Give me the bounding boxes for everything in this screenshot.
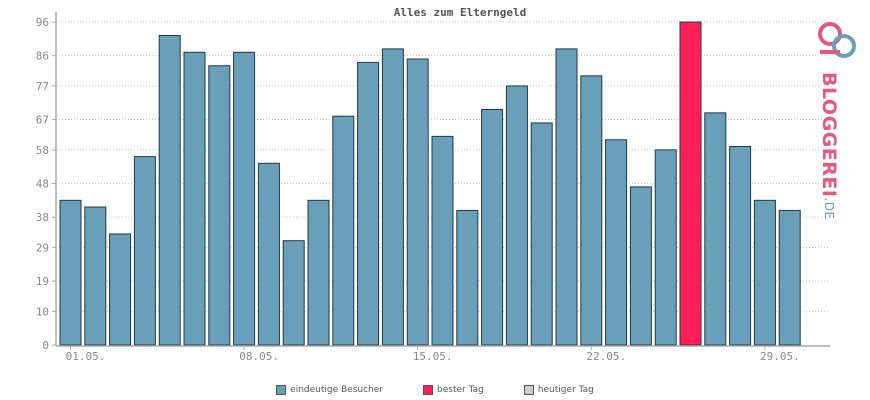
bar — [158, 34, 181, 346]
bars — [59, 21, 801, 346]
bar — [629, 186, 652, 346]
legend-item-best-day: bester Tag — [423, 385, 484, 395]
y-tick-label: 48 — [36, 178, 49, 191]
bar — [605, 139, 628, 346]
bar — [84, 206, 107, 346]
x-tick-label: 15.05. — [413, 350, 453, 363]
bar-best-day — [679, 21, 702, 346]
legend-swatch — [423, 385, 433, 395]
bloggerei-logo-text: BLOGGEREI.DE — [818, 72, 840, 220]
bar — [257, 162, 280, 346]
bar — [729, 145, 752, 346]
x-tick-label: 22.05. — [586, 350, 626, 363]
bar — [332, 115, 355, 346]
x-tick-label: 01.05. — [66, 350, 106, 363]
y-tick-label: 10 — [36, 305, 49, 318]
y-tick-label: 77 — [36, 80, 49, 93]
legend-item-unique-visitors: eindeutige Besucher — [276, 385, 383, 395]
chart-title: Alles zum Elterngeld — [394, 6, 526, 19]
legend-swatch — [523, 385, 534, 395]
legend-label: heutiger Tag — [537, 385, 594, 395]
legend-item-today: heutiger Tag — [523, 385, 594, 395]
legend-swatch — [276, 385, 287, 395]
bar — [183, 51, 206, 346]
logo-text-main: BLOGGEREI — [818, 72, 840, 198]
bar — [282, 240, 305, 346]
bar — [704, 112, 727, 346]
bar — [456, 209, 479, 346]
y-tick-label: 86 — [36, 50, 49, 63]
bar — [208, 65, 231, 346]
y-tick-label: 29 — [36, 241, 49, 254]
bar — [381, 48, 404, 346]
logo-text-suffix: .DE — [822, 197, 836, 220]
y-tick-label: 67 — [36, 114, 49, 127]
y-tick-label: 19 — [36, 275, 49, 288]
bar — [431, 135, 454, 346]
y-tick-label: 38 — [36, 211, 49, 224]
bar — [530, 122, 553, 346]
y-tick-label: 96 — [36, 16, 49, 29]
bar — [357, 61, 380, 346]
bar — [654, 149, 677, 346]
bar — [481, 108, 504, 346]
bar — [505, 85, 528, 346]
bar — [406, 58, 429, 346]
bar — [109, 233, 132, 346]
bar — [580, 75, 603, 346]
y-ticks: 0 10 19 29 38 48 58 67 77 86 96 — [36, 16, 56, 352]
bar — [307, 199, 330, 346]
bar — [753, 199, 776, 346]
bar — [233, 51, 256, 346]
bar — [59, 199, 82, 346]
bar — [133, 156, 156, 346]
axes — [55, 12, 830, 347]
legend-label: bester Tag — [437, 385, 484, 395]
legend-label: eindeutige Besucher — [290, 385, 383, 395]
bar — [778, 209, 801, 346]
y-tick-label: 58 — [36, 144, 49, 157]
bar — [555, 48, 578, 346]
x-tick-label: 29.05. — [760, 350, 800, 363]
x-ticks: 01.05. 08.05. 15.05. 22.05. 29.05. — [66, 346, 800, 363]
bloggerei-logo-icon — [818, 22, 856, 59]
y-tick-label: 0 — [42, 339, 49, 352]
legend: eindeutige Besucher bester Tag heutiger … — [0, 385, 870, 395]
x-tick-label: 08.05. — [239, 350, 279, 363]
